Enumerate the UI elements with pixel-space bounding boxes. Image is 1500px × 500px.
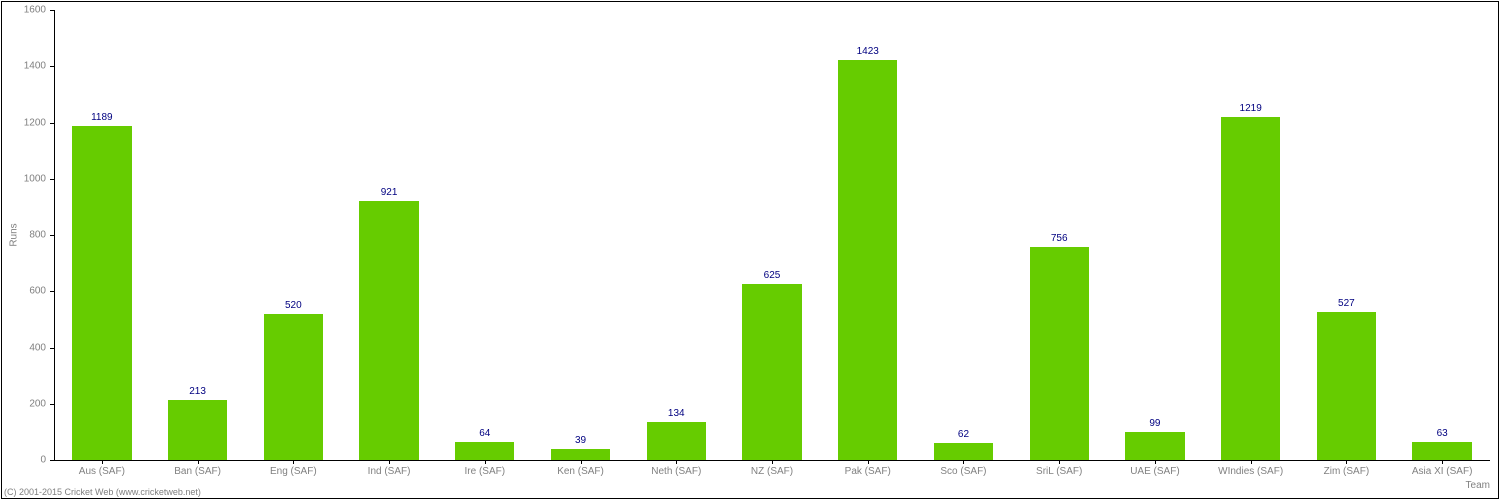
x-tick-mark bbox=[1251, 460, 1252, 464]
bar-value-label: 520 bbox=[285, 300, 302, 311]
y-tick-label: 1200 bbox=[0, 117, 46, 128]
bar-value-label: 62 bbox=[958, 429, 969, 440]
x-tick-label: Ken (SAF) bbox=[557, 466, 604, 477]
bar-value-label: 527 bbox=[1338, 298, 1355, 309]
y-tick-label: 1400 bbox=[0, 61, 46, 72]
chart-container: (C) 2001-2015 Cricket Web (www.cricketwe… bbox=[0, 0, 1500, 500]
x-tick-mark bbox=[868, 460, 869, 464]
y-tick-label: 1000 bbox=[0, 173, 46, 184]
x-tick-label: UAE (SAF) bbox=[1130, 466, 1179, 477]
y-tick-mark bbox=[50, 404, 54, 405]
x-axis-title: Team bbox=[1466, 480, 1490, 491]
x-tick-mark bbox=[102, 460, 103, 464]
x-tick-label: Asia XI (SAF) bbox=[1412, 466, 1473, 477]
bar bbox=[1125, 432, 1184, 460]
bar-value-label: 64 bbox=[479, 428, 490, 439]
y-tick-mark bbox=[50, 123, 54, 124]
y-tick-mark bbox=[50, 460, 54, 461]
y-tick-mark bbox=[50, 179, 54, 180]
x-tick-mark bbox=[1059, 460, 1060, 464]
x-tick-label: Eng (SAF) bbox=[270, 466, 317, 477]
bar bbox=[264, 314, 323, 460]
bar-value-label: 921 bbox=[381, 187, 398, 198]
bar-value-label: 213 bbox=[189, 386, 206, 397]
bar-value-label: 134 bbox=[668, 408, 685, 419]
x-tick-label: Pak (SAF) bbox=[845, 466, 891, 477]
y-axis-line bbox=[54, 10, 55, 460]
bar bbox=[455, 442, 514, 460]
x-tick-mark bbox=[581, 460, 582, 464]
copyright-text: (C) 2001-2015 Cricket Web (www.cricketwe… bbox=[4, 487, 201, 497]
bar bbox=[647, 422, 706, 460]
y-tick-mark bbox=[50, 235, 54, 236]
bar-value-label: 625 bbox=[764, 270, 781, 281]
x-tick-label: Zim (SAF) bbox=[1324, 466, 1370, 477]
bar bbox=[1221, 117, 1280, 460]
x-tick-mark bbox=[963, 460, 964, 464]
x-tick-label: Sco (SAF) bbox=[940, 466, 986, 477]
y-tick-label: 800 bbox=[0, 230, 46, 241]
x-tick-mark bbox=[198, 460, 199, 464]
bar bbox=[838, 60, 897, 460]
x-tick-mark bbox=[772, 460, 773, 464]
x-tick-mark bbox=[676, 460, 677, 464]
bar bbox=[168, 400, 227, 460]
bar bbox=[1412, 442, 1471, 460]
y-tick-mark bbox=[50, 66, 54, 67]
x-tick-label: WIndies (SAF) bbox=[1218, 466, 1283, 477]
x-tick-label: Ban (SAF) bbox=[174, 466, 221, 477]
bar bbox=[1030, 247, 1089, 460]
bar-value-label: 1219 bbox=[1240, 103, 1262, 114]
x-tick-label: SriL (SAF) bbox=[1036, 466, 1082, 477]
bar bbox=[551, 449, 610, 460]
x-tick-label: Ind (SAF) bbox=[368, 466, 411, 477]
x-tick-mark bbox=[1155, 460, 1156, 464]
y-tick-mark bbox=[50, 348, 54, 349]
x-tick-mark bbox=[1442, 460, 1443, 464]
y-tick-label: 400 bbox=[0, 342, 46, 353]
bar bbox=[72, 126, 131, 460]
bar-value-label: 99 bbox=[1149, 418, 1160, 429]
bar-value-label: 756 bbox=[1051, 233, 1068, 244]
bar-value-label: 63 bbox=[1437, 428, 1448, 439]
bar-value-label: 39 bbox=[575, 435, 586, 446]
x-tick-mark bbox=[389, 460, 390, 464]
x-tick-label: Aus (SAF) bbox=[79, 466, 125, 477]
x-tick-mark bbox=[293, 460, 294, 464]
x-tick-mark bbox=[1346, 460, 1347, 464]
y-tick-label: 1600 bbox=[0, 5, 46, 16]
y-axis-title: Runs bbox=[9, 223, 20, 246]
x-tick-label: Neth (SAF) bbox=[651, 466, 701, 477]
bar bbox=[359, 201, 418, 460]
y-tick-mark bbox=[50, 10, 54, 11]
bar-value-label: 1189 bbox=[91, 112, 113, 123]
bar bbox=[742, 284, 801, 460]
bar bbox=[1317, 312, 1376, 460]
x-tick-label: Ire (SAF) bbox=[465, 466, 506, 477]
y-tick-mark bbox=[50, 291, 54, 292]
bar bbox=[934, 443, 993, 460]
y-tick-label: 200 bbox=[0, 398, 46, 409]
x-tick-label: NZ (SAF) bbox=[751, 466, 793, 477]
bar-value-label: 1423 bbox=[857, 46, 879, 57]
y-tick-label: 0 bbox=[0, 455, 46, 466]
y-tick-label: 600 bbox=[0, 286, 46, 297]
x-tick-mark bbox=[485, 460, 486, 464]
